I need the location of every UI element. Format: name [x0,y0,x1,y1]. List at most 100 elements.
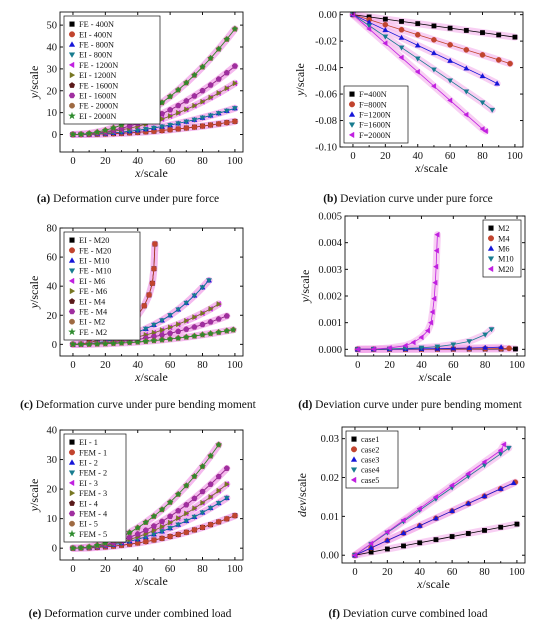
y-tick-label: 0.02 [321,473,339,484]
legend-marker [69,511,75,516]
data-point [216,519,221,524]
data-point [385,547,389,551]
x-tick-label: 80 [197,156,208,167]
data-point [208,122,213,127]
legend-label: EI - 800N [79,51,112,60]
y-axis-label-a: y/scale [27,66,41,100]
y-tick-label: 40 [47,426,58,437]
data-point [224,314,229,319]
data-point [399,27,404,32]
y-tick-label: 0.00 [321,551,339,562]
legend-label: FEM - 5 [79,530,107,539]
legend-label: EI - 4 [79,499,99,508]
legend-marker [349,102,355,108]
y-tick-label: 0.003 [318,265,342,276]
legend-marker [69,319,74,324]
legend-label: F=2000N [359,131,391,140]
y-tick-label: 30 [47,455,58,466]
data-point [208,320,213,325]
y-tick-label: -0.02 [315,37,337,48]
legend-label: FEM - 3 [79,489,107,498]
y-axis-label-e: y/scale [27,479,41,513]
legend-label: EI - 1 [79,438,98,447]
series-halo-d-4 [358,235,438,350]
legend-label: FE - M6 [79,287,107,296]
legend-label: FE - M10 [79,267,111,276]
legend-label: F=800N [359,100,387,109]
data-point [192,325,197,330]
data-point [184,125,189,130]
legend-label: case1 [361,435,379,444]
x-tick-label: 100 [509,567,525,578]
legend-label: case2 [361,445,379,454]
data-point [167,108,172,113]
legend-marker [70,22,75,27]
data-point [232,513,237,518]
x-tick-label: 20 [100,156,111,167]
legend-marker [69,103,74,108]
legend-label: F=1600N [359,121,391,130]
data-point [200,525,205,530]
legend-label: FE - 2000N [79,102,118,111]
legend-marker [69,93,75,98]
y-tick-label: 80 [47,224,58,235]
data-point [432,24,436,28]
data-point [200,489,205,494]
data-point [167,331,172,336]
data-point [401,544,405,548]
data-point [434,537,438,541]
legend-label: FE - 400N [79,20,114,29]
y-tick-label: 30 [47,64,58,75]
x-axis-label-f: x/scale [416,577,450,591]
legend-label: EI - M2 [79,318,105,327]
data-point [480,52,485,57]
x-tick-label: 20 [100,564,111,575]
data-point [192,94,197,99]
data-point [200,124,205,129]
data-point [175,329,180,334]
x-tick-label: 100 [227,360,243,371]
data-point [498,525,502,529]
data-point [208,522,213,527]
x-tick-label: 0 [70,156,75,167]
data-point [184,99,189,104]
caption-f: (f) Deviation curve combined load [328,608,487,620]
legend-marker [70,238,75,243]
legend-marker [69,450,75,456]
y-axis-label-d: y/scale [298,270,312,304]
legend-marker [351,447,357,453]
legend-label: case4 [361,466,380,475]
x-tick-label: 100 [509,360,525,371]
x-tick-label: 80 [197,564,208,575]
y-tick-label: 60 [47,253,58,264]
y-tick-label: 10 [47,108,58,119]
caption-d: (d) Deviation curve under pure bending m… [298,399,522,411]
legend-label: FE - M4 [79,308,108,317]
legend-label: EI - 2000N [79,112,116,121]
data-point [150,281,155,286]
caption-e: (e) Deformation curve under combined loa… [29,608,232,620]
data-point [167,514,172,519]
data-point [175,103,180,108]
data-point [192,496,197,501]
legend-label: EI - 5 [79,520,98,529]
legend-marker [70,440,75,445]
legend-label: M2 [498,224,510,233]
y-tick-label: 50 [47,21,58,32]
legend-label: EI - 400N [79,30,112,39]
x-tick-label: 80 [480,360,491,371]
y-tick-label: 0.00 [319,10,337,21]
data-point [216,317,221,322]
data-point [184,503,189,508]
data-point [415,32,420,37]
x-axis-label-b: x/scale [414,161,448,175]
legend-label: M4 [498,234,510,243]
legend-label: EI - M6 [79,277,105,286]
x-tick-label: 80 [477,151,488,162]
y-tick-label: 40 [47,282,58,293]
legend-label: FEM - 1 [79,448,107,457]
